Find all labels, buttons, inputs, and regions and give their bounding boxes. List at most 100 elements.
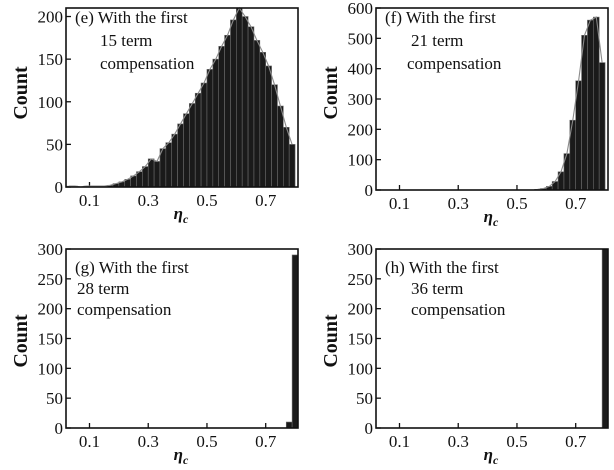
panel-h-ytick-label: 50 — [356, 389, 373, 408]
panel-f-ytick-label: 400 — [348, 60, 374, 79]
panel-f-annotation-line-3: compensation — [407, 54, 502, 73]
panel-g-bar — [285, 421, 293, 429]
panel-e-bar — [153, 161, 161, 188]
panel-g-ytick-label: 100 — [38, 359, 64, 378]
panel-e-bar — [230, 19, 237, 188]
panel-e-bar — [277, 105, 284, 188]
panel-e-ytick-label: 200 — [38, 8, 64, 27]
panel-f-xtick-label: 0.3 — [448, 194, 469, 213]
panel-e-bar — [194, 92, 202, 188]
panel-g-frame — [65, 248, 299, 429]
panel-g: Count 0 50 100 150 200 250 300 0.1 0.3 0.5 0.7 (g… — [10, 240, 299, 467]
panel-h-ytick-label: 250 — [348, 270, 374, 289]
panel-e-ytick-label: 150 — [38, 50, 64, 69]
panel-e-bar — [253, 40, 261, 188]
panel-g-ytick-label: 150 — [38, 330, 64, 349]
panel-g-bar — [291, 254, 299, 429]
panel-g-ytick-label: 200 — [38, 300, 64, 319]
panel-h-xtick-label: 0.7 — [565, 432, 587, 451]
panel-h-ytick-label: 200 — [348, 300, 374, 319]
panel-g-xtick-label: 0.5 — [196, 432, 217, 451]
panel-f-ytick-label: 600 — [348, 0, 374, 18]
panel-e-annotation: (e) With the first 15 term compensation — [75, 8, 195, 73]
panel-h-ytick-label: 0 — [365, 419, 374, 438]
panel-h-yticks: 0 50 100 150 200 250 300 — [348, 240, 381, 438]
panel-f-annotation: (f) With the first 21 term compensation — [385, 8, 502, 73]
panel-f-ytick-label: 100 — [348, 151, 374, 170]
panel-e-bar — [165, 142, 173, 188]
panel-e-bar — [283, 127, 290, 188]
panel-h-annotation: (h) With the first 36 term compensation — [385, 258, 506, 319]
panel-e-bar — [183, 113, 190, 188]
panel-e-bar — [236, 7, 243, 188]
panel-f-bar — [598, 62, 606, 191]
panel-g-xtick-label: 0.3 — [138, 432, 159, 451]
panel-e-ylabel: Count — [10, 66, 32, 120]
panel-g-ytick-label: 50 — [46, 389, 63, 408]
panel-g-bars — [285, 254, 299, 429]
panel-h-bars — [601, 248, 609, 429]
panel-e-ytick-label: 100 — [38, 93, 64, 112]
panel-e-xtick-label: 0.3 — [138, 191, 159, 210]
panel-g-annotation-line-2: 28 term — [77, 279, 129, 298]
panel-f-frame — [375, 7, 609, 191]
panel-e-bar — [247, 26, 255, 188]
panel-g-xtick-label: 0.7 — [255, 432, 277, 451]
panel-f-ylabel: Count — [320, 66, 342, 120]
panel-f-ytick-label: 500 — [348, 29, 374, 48]
panel-f-ytick-label: 0 — [365, 181, 374, 200]
panel-e-bar — [142, 166, 149, 188]
panel-h-ytick-label: 100 — [348, 359, 374, 378]
panel-h-frame — [375, 248, 609, 429]
panel-e-bar — [259, 52, 266, 188]
panel-e-fit-curve — [68, 6, 293, 188]
panel-h-ytick-label: 150 — [348, 330, 374, 349]
panel-e-bar — [206, 69, 214, 188]
panel-e-bar — [288, 144, 296, 188]
panel-e-xtick-label: 0.1 — [79, 191, 100, 210]
panel-f-xlabel: ηc — [484, 207, 499, 229]
panel-e-xlabel: ηc — [174, 204, 189, 226]
panel-e-bar — [136, 171, 143, 188]
panel-h-bar — [601, 248, 609, 429]
panel-h-xtick-label: 0.3 — [448, 432, 469, 451]
panel-f-fit-curve — [537, 16, 603, 190]
panel-e-bar — [177, 123, 184, 188]
panel-f-bar — [587, 19, 594, 191]
panel-e-annotation-line-1: (e) With the first — [75, 8, 188, 27]
panel-h-ylabel: Count — [320, 314, 342, 368]
panel-h-xtick-label: 0.1 — [389, 432, 410, 451]
panel-f-xtick-label: 0.5 — [506, 194, 527, 213]
panel-h-xlabel: ηc — [484, 445, 499, 467]
panel-e-annotation-line-3: compensation — [100, 54, 195, 73]
panel-e: Count 0 50 100 150 200 0.1 0.3 0.5 0.7 (e) With… — [10, 6, 299, 226]
panel-g-annotation-line-1: (g) With the first — [75, 258, 189, 277]
panel-e-annotation-line-2: 15 term — [100, 31, 152, 50]
panel-f-ytick-label: 200 — [348, 120, 374, 139]
panel-h-xtick-label: 0.5 — [506, 432, 527, 451]
panel-e-bar — [265, 65, 272, 188]
panel-g-ytick-label: 0 — [55, 419, 64, 438]
panel-f-bar — [581, 34, 588, 191]
panel-e-bar — [271, 84, 278, 188]
panel-g-ytick-label: 300 — [38, 240, 64, 259]
panel-f-yticks: 0 100 200 300 400 500 600 — [348, 0, 381, 200]
panel-f-annotation-line-1: (f) With the first — [385, 8, 496, 27]
panel-g-annotation-line-3: compensation — [77, 300, 172, 319]
panel-g-xticks: 0.1 0.3 0.5 0.7 — [79, 423, 277, 451]
panel-e-bar — [218, 46, 225, 188]
panel-h-annotation-line-3: compensation — [411, 300, 506, 319]
panel-e-bar — [200, 82, 208, 188]
panel-h-xticks: 0.1 0.3 0.5 0.7 — [389, 423, 587, 451]
panel-e-bar — [189, 103, 196, 188]
panel-h-annotation-line-1: (h) With the first — [385, 258, 499, 277]
panel-e-ytick-label: 50 — [46, 135, 63, 154]
panel-g-xtick-label: 0.1 — [79, 432, 100, 451]
panel-f-annotation-line-2: 21 term — [411, 31, 463, 50]
panel-e-bar — [241, 16, 249, 188]
panel-e-xtick-label: 0.5 — [196, 191, 217, 210]
panel-g-ylabel: Count — [10, 314, 32, 368]
panel-g-yticks: 0 50 100 150 200 250 300 — [38, 240, 71, 438]
panel-e-xtick-label: 0.7 — [255, 191, 277, 210]
